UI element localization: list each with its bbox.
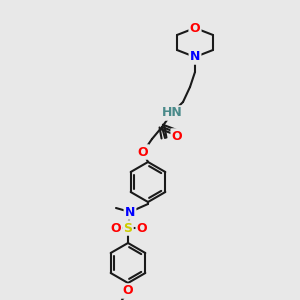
Text: O: O: [172, 130, 182, 142]
Text: HN: HN: [162, 106, 182, 119]
Text: O: O: [138, 146, 148, 158]
Text: O: O: [137, 221, 147, 235]
Text: N: N: [190, 50, 200, 64]
Text: O: O: [111, 221, 121, 235]
Text: O: O: [190, 22, 200, 34]
Text: S: S: [124, 221, 133, 235]
Text: N: N: [125, 206, 135, 218]
Text: O: O: [123, 284, 133, 298]
